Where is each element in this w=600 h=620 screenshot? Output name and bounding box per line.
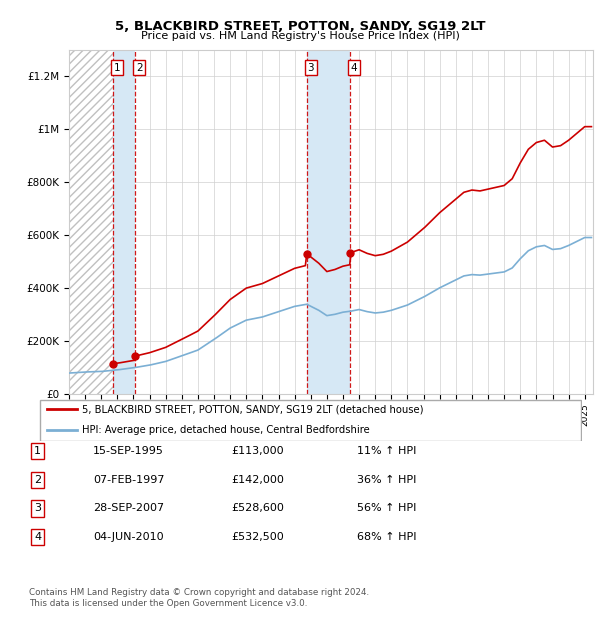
Text: 07-FEB-1997: 07-FEB-1997 xyxy=(93,475,164,485)
Text: 5, BLACKBIRD STREET, POTTON, SANDY, SG19 2LT: 5, BLACKBIRD STREET, POTTON, SANDY, SG19… xyxy=(115,20,485,33)
Text: 28-SEP-2007: 28-SEP-2007 xyxy=(93,503,164,513)
Text: 68% ↑ HPI: 68% ↑ HPI xyxy=(357,532,416,542)
Bar xyxy=(113,50,135,394)
Text: 2: 2 xyxy=(34,475,41,485)
Text: HPI: Average price, detached house, Central Bedfordshire: HPI: Average price, detached house, Cent… xyxy=(82,425,370,435)
Text: £532,500: £532,500 xyxy=(231,532,284,542)
Text: 5, BLACKBIRD STREET, POTTON, SANDY, SG19 2LT (detached house): 5, BLACKBIRD STREET, POTTON, SANDY, SG19… xyxy=(82,404,424,414)
Text: 1: 1 xyxy=(34,446,41,456)
Text: Price paid vs. HM Land Registry's House Price Index (HPI): Price paid vs. HM Land Registry's House … xyxy=(140,31,460,41)
Text: £142,000: £142,000 xyxy=(231,475,284,485)
Text: 56% ↑ HPI: 56% ↑ HPI xyxy=(357,503,416,513)
Text: Contains HM Land Registry data © Crown copyright and database right 2024.
This d: Contains HM Land Registry data © Crown c… xyxy=(29,588,369,608)
Text: 15-SEP-1995: 15-SEP-1995 xyxy=(93,446,164,456)
Text: 3: 3 xyxy=(307,63,314,73)
Text: 4: 4 xyxy=(351,63,358,73)
Text: 2: 2 xyxy=(136,63,143,73)
Text: 4: 4 xyxy=(34,532,41,542)
Text: 36% ↑ HPI: 36% ↑ HPI xyxy=(357,475,416,485)
Text: 04-JUN-2010: 04-JUN-2010 xyxy=(93,532,164,542)
Text: 11% ↑ HPI: 11% ↑ HPI xyxy=(357,446,416,456)
Text: 3: 3 xyxy=(34,503,41,513)
FancyBboxPatch shape xyxy=(40,400,581,441)
Text: 1: 1 xyxy=(113,63,120,73)
Text: £528,600: £528,600 xyxy=(231,503,284,513)
Bar xyxy=(69,50,113,394)
Bar xyxy=(307,50,350,394)
Text: £113,000: £113,000 xyxy=(231,446,284,456)
